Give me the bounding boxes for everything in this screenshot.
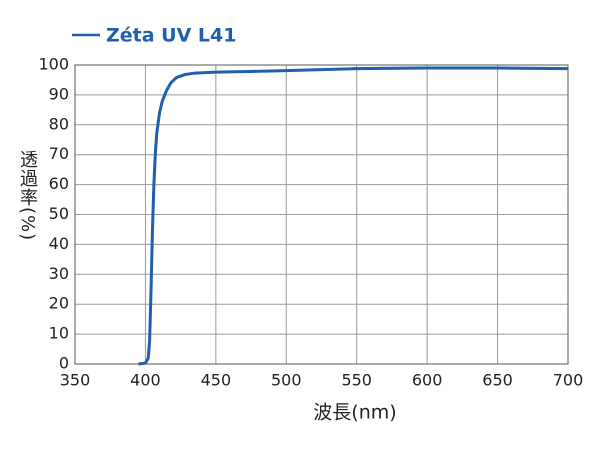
x-tick-label: 350 bbox=[60, 371, 91, 390]
y-tick-label: 0 bbox=[59, 354, 69, 373]
y-tick-label: 30 bbox=[49, 264, 69, 283]
y-tick-label: 70 bbox=[49, 144, 69, 163]
y-tick-label: 60 bbox=[49, 174, 69, 193]
y-axis-label: 透過率(%) bbox=[17, 150, 38, 242]
y-tick-label: 10 bbox=[49, 324, 69, 343]
x-tick-label: 450 bbox=[201, 371, 232, 390]
x-axis-label: 波長(nm) bbox=[313, 402, 396, 424]
x-tick-label: 700 bbox=[553, 371, 584, 390]
x-tick-label: 500 bbox=[271, 371, 302, 390]
y-tick-label: 50 bbox=[49, 204, 69, 223]
x-tick-label: 650 bbox=[482, 371, 513, 390]
x-tick-label: 550 bbox=[341, 371, 372, 390]
y-tick-label: 100 bbox=[38, 55, 69, 74]
x-tick-label: 400 bbox=[130, 371, 161, 390]
line-series bbox=[138, 66, 569, 366]
y-tick-label: 40 bbox=[49, 234, 69, 253]
y-tick-label: 80 bbox=[49, 114, 69, 133]
legend-label: Zéta UV L41 bbox=[106, 25, 236, 47]
y-tick-label: 90 bbox=[49, 84, 69, 103]
plot-frame bbox=[74, 64, 569, 365]
x-tick-label: 600 bbox=[412, 371, 443, 390]
y-tick-label: 20 bbox=[49, 294, 69, 313]
